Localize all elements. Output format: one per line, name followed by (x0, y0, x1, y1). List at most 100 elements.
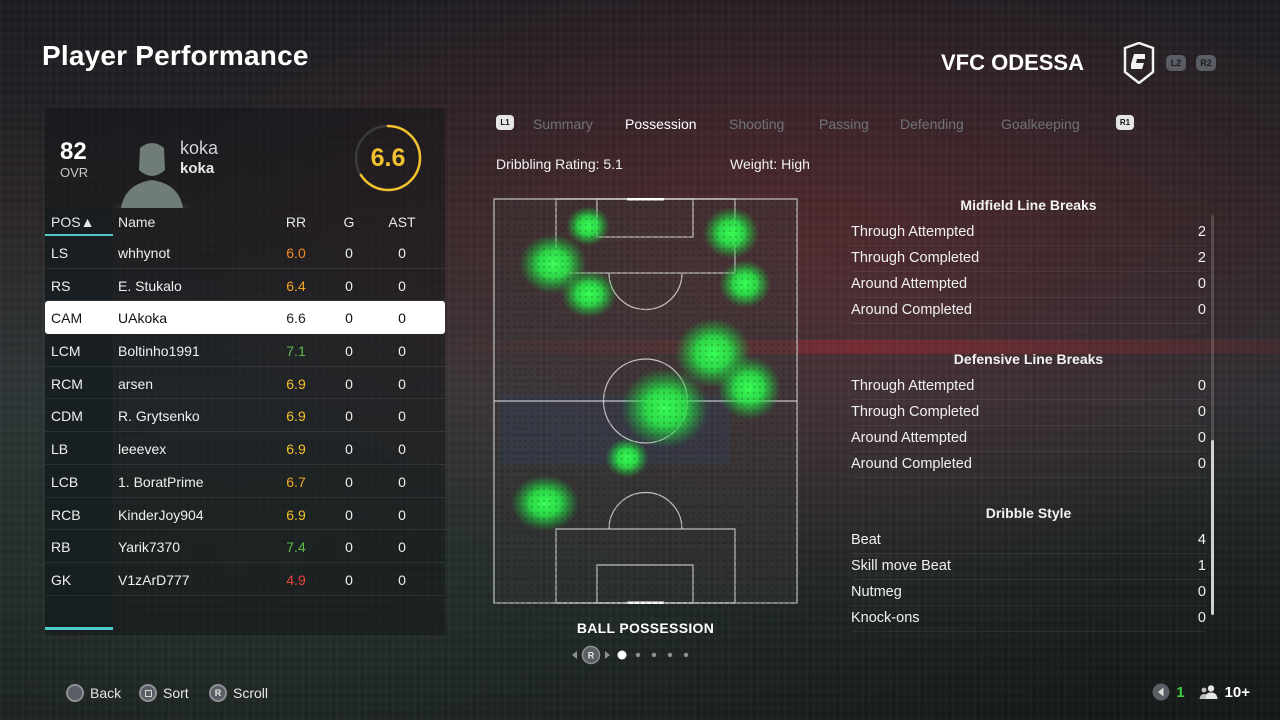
pager-dot[interactable] (635, 652, 641, 658)
header-ast[interactable]: AST (388, 214, 416, 230)
sort-hint[interactable]: Sort (139, 684, 189, 702)
tab-shooting[interactable]: Shooting (729, 116, 785, 132)
dribbling-rating: Dribbling Rating: 5.1 (496, 156, 623, 172)
table-row[interactable]: RS E. Stukalo 6.4 0 0 (45, 269, 445, 302)
stat-value: 0 (1197, 302, 1206, 318)
row-rr: 6.9 (286, 375, 306, 392)
section-gap (851, 478, 1206, 504)
player-ovr-value: 82 (60, 138, 87, 165)
player-ovr-label: OVR (60, 165, 89, 180)
stat-value: 0 (1197, 430, 1206, 446)
table-row[interactable]: RCB KinderJoy904 6.9 0 0 (45, 498, 445, 531)
row-name: R. Grytsenko (118, 408, 200, 425)
l1-button[interactable]: L1 (496, 115, 514, 130)
row-rr: 6.4 (286, 277, 306, 294)
table-row[interactable]: LCM Boltinho1991 7.1 0 0 (45, 334, 445, 367)
row-goals: 0 (345, 375, 353, 392)
stat-label: Through Attempted (851, 378, 975, 394)
table-row[interactable]: GK V1zArD777 4.9 0 0 (45, 563, 445, 596)
row-assists: 0 (398, 408, 406, 425)
table-row[interactable]: RB Yarik7370 7.4 0 0 (45, 530, 445, 563)
stat-value: 0 (1197, 378, 1206, 394)
row-name: V1zArD777 (118, 571, 190, 588)
stat-value: 0 (1197, 404, 1206, 420)
pager-left-icon[interactable] (572, 651, 577, 659)
row-goals: 0 (345, 408, 353, 425)
table-row[interactable]: LS whhynot 6.0 0 0 (45, 236, 445, 269)
players-count: 10+ (1224, 683, 1250, 701)
stat-value: 0 (1197, 276, 1206, 292)
stat-row: Through Attempted 2 (851, 220, 1206, 246)
scroll-label: Scroll (233, 685, 269, 701)
row-goals: 0 (345, 539, 353, 556)
stat-label: Around Completed (851, 302, 972, 318)
stat-label: Through Attempted (851, 224, 975, 240)
header-pos[interactable]: POS▲ (51, 214, 95, 230)
r1-button[interactable]: R1 (1116, 115, 1134, 130)
stat-row: Beat 4 (851, 528, 1206, 554)
tab-goalkeeping[interactable]: Goalkeeping (1001, 116, 1080, 132)
row-name: KinderJoy904 (118, 506, 204, 523)
row-pos: RCB (51, 506, 81, 523)
back-label: Back (90, 685, 122, 701)
speaker-icon (1152, 683, 1170, 701)
row-rr: 4.9 (286, 571, 306, 588)
player-username: koka (180, 160, 215, 177)
stat-value: 2 (1197, 224, 1206, 240)
l2-button[interactable]: L2 (1166, 55, 1186, 71)
player-list-panel: 82 OVR koka koka 6.6 POS▲ Name RR G AST (45, 108, 445, 635)
table-row[interactable]: LB leeevex 6.9 0 0 (45, 432, 445, 465)
stat-value: 2 (1197, 250, 1206, 266)
notification-count: 1 (1176, 683, 1185, 701)
stat-row: Skill move Beat 1 (851, 554, 1206, 580)
r2-button[interactable]: R2 (1196, 55, 1216, 71)
header-g[interactable]: G (343, 214, 355, 230)
row-rr: 6.9 (286, 408, 306, 425)
pos-column-highlight (45, 208, 113, 629)
section-gap (851, 324, 1206, 350)
row-pos: LCM (51, 343, 81, 360)
tab-defending[interactable]: Defending (900, 116, 964, 132)
player-profile: 82 OVR koka koka 6.6 (45, 108, 445, 208)
stats-scrollbar-track[interactable] (1211, 215, 1214, 615)
tab-passing[interactable]: Passing (819, 116, 869, 132)
row-goals: 0 (345, 343, 353, 360)
stat-section-title: Midfield Line Breaks (960, 197, 1097, 213)
tab-possession[interactable]: Possession (625, 116, 697, 132)
pager-r-stick-icon[interactable] (581, 645, 601, 665)
stat-row: Around Attempted 0 (851, 426, 1206, 452)
sort-label: Sort (163, 685, 189, 701)
stat-row: Knock-ons 0 (851, 606, 1206, 632)
row-assists: 0 (398, 245, 406, 261)
pager-dot[interactable] (617, 650, 627, 660)
tab-summary[interactable]: Summary (533, 116, 593, 132)
row-assists: 0 (398, 539, 406, 556)
back-hint[interactable]: Back (66, 684, 121, 702)
row-rr: 6.7 (286, 473, 306, 490)
pager-dot[interactable] (651, 652, 657, 658)
stats-scrollbar-thumb[interactable] (1211, 440, 1214, 615)
pager-dot[interactable] (683, 652, 689, 658)
table-row[interactable]: CAM UAkoka 6.6 0 0 (45, 301, 445, 335)
players-icon (1199, 685, 1218, 699)
row-goals: 0 (345, 310, 353, 327)
pager-dots (617, 650, 689, 660)
stat-label: Around Completed (851, 456, 972, 472)
table-row[interactable]: RCM arsen 6.9 0 0 (45, 367, 445, 400)
scroll-hint[interactable]: R Scroll (209, 684, 268, 702)
stats-tabs: L1 Summary Possession Shooting Passing D… (496, 113, 1146, 137)
header-name[interactable]: Name (118, 214, 156, 230)
row-pos: GK (51, 571, 72, 588)
pager-dot[interactable] (667, 652, 673, 658)
header-rr[interactable]: RR (285, 214, 307, 230)
pager-right-icon[interactable] (605, 651, 610, 659)
row-rr: 7.1 (286, 343, 306, 360)
table-row[interactable]: LCB 1. BoratPrime 6.7 0 0 (45, 465, 445, 498)
table-row[interactable]: CDM R. Grytsenko 6.9 0 0 (45, 399, 445, 433)
heatmap-pager[interactable]: R (570, 645, 700, 665)
row-rr: 6.9 (286, 506, 306, 523)
player-table-body: LS whhynot 6.0 0 0 RS E. Stukalo 6.4 0 0 CAM UAkoka… (45, 236, 445, 596)
row-goals: 0 (345, 277, 353, 294)
stat-section-title: Dribble Style (985, 505, 1072, 521)
row-pos: CAM (51, 310, 83, 327)
